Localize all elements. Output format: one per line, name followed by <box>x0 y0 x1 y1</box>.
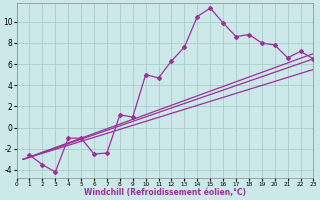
X-axis label: Windchill (Refroidissement éolien,°C): Windchill (Refroidissement éolien,°C) <box>84 188 246 197</box>
